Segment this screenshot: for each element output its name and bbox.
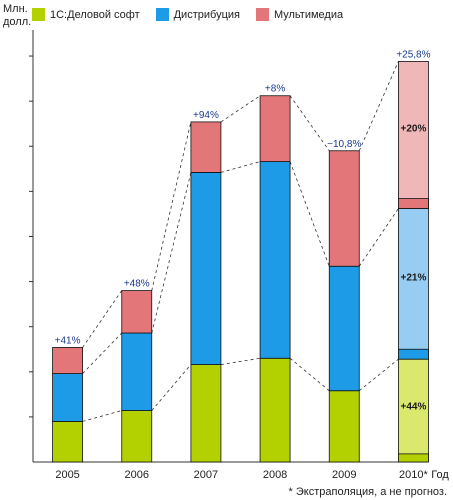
growth-label: +48% bbox=[124, 279, 150, 290]
connector-line bbox=[289, 357, 330, 392]
bar-segment bbox=[328, 150, 360, 267]
connector-line bbox=[289, 161, 330, 267]
connector-line bbox=[151, 121, 192, 291]
chart-labels: 2005 +41% 2006 +48% 2007 +94% 2008 +8% 2009 −10,8… bbox=[55, 49, 450, 481]
segment-growth-label: +21% bbox=[400, 272, 426, 283]
segment-growth-label: +20% bbox=[400, 124, 426, 135]
bar-segment bbox=[190, 172, 222, 365]
footnote: * Экстраполяция, а не прогноз. bbox=[288, 486, 447, 498]
axes bbox=[29, 30, 425, 463]
legend-label-business-soft: 1С:Деловой софт bbox=[50, 8, 140, 21]
growth-label: +8% bbox=[265, 84, 285, 95]
connector-line bbox=[82, 410, 122, 422]
connector-line bbox=[358, 61, 399, 151]
x-tick-label: 2010* bbox=[399, 469, 428, 481]
connector-line bbox=[82, 332, 123, 374]
connector-line bbox=[220, 95, 261, 123]
bar-segment bbox=[52, 421, 83, 463]
connector-line bbox=[220, 357, 261, 365]
growth-label: +41% bbox=[55, 335, 81, 346]
growth-label: +25,8% bbox=[396, 49, 430, 60]
x-tick-label: 2005 bbox=[55, 469, 79, 481]
bar-segment bbox=[121, 410, 153, 463]
legend-swatch-multimedia bbox=[255, 8, 269, 21]
bar-segment bbox=[259, 161, 291, 359]
connector-line bbox=[220, 161, 261, 173]
connector-line bbox=[151, 172, 192, 334]
bar-segment bbox=[52, 347, 83, 374]
connector-line bbox=[151, 364, 192, 411]
growth-connector-lines bbox=[82, 61, 399, 422]
bar-segment bbox=[398, 358, 429, 463]
legend-label-multimedia: Мультимедиа bbox=[273, 8, 344, 21]
connector-line bbox=[358, 358, 399, 392]
x-tick-label: 2009 bbox=[332, 469, 356, 481]
legend-swatch-distribution bbox=[155, 8, 169, 21]
bar-segment bbox=[52, 373, 83, 422]
bar-segment bbox=[190, 121, 222, 173]
bar-segment bbox=[328, 390, 360, 463]
legend-label-distribution: Дистрибуция bbox=[173, 8, 240, 21]
x-axis-title: Год bbox=[431, 469, 449, 481]
connector-line bbox=[289, 95, 330, 151]
x-tick-label: 2008 bbox=[263, 469, 287, 481]
bar-segment bbox=[121, 332, 153, 411]
legend-item-multimedia: Мультимедиа bbox=[255, 8, 344, 21]
bar-segment bbox=[328, 265, 360, 392]
legend: 1С:Деловой софт Дистрибуция Мультимедиа bbox=[32, 8, 359, 21]
bar-segment-solid-portion bbox=[398, 453, 429, 463]
legend-item-business-soft: 1С:Деловой софт bbox=[32, 8, 140, 21]
growth-label: +94% bbox=[193, 110, 219, 121]
bar-segment-solid-portion bbox=[398, 348, 429, 360]
x-tick-label: 2006 bbox=[125, 469, 149, 481]
bar-segment bbox=[190, 364, 222, 463]
bar-segment bbox=[259, 357, 291, 463]
bar-segment bbox=[398, 61, 429, 209]
segment-growth-label: +44% bbox=[400, 401, 426, 412]
bar-segment bbox=[121, 290, 153, 334]
bars bbox=[52, 61, 429, 463]
growth-label: −10,8% bbox=[327, 139, 361, 150]
bar-segment-solid-portion bbox=[398, 198, 429, 209]
legend-swatch-business-soft bbox=[32, 8, 45, 21]
x-tick-label: 2007 bbox=[194, 469, 218, 481]
y-unit-line-1: Млн. bbox=[3, 3, 28, 15]
y-axis-unit-label: Млн. долл. bbox=[3, 3, 31, 29]
bar-segment bbox=[259, 95, 291, 162]
bar-segment bbox=[398, 208, 429, 360]
connector-line bbox=[358, 208, 399, 267]
y-unit-line-2: долл. bbox=[3, 16, 32, 28]
legend-item-distribution: Дистрибуция bbox=[155, 8, 240, 21]
